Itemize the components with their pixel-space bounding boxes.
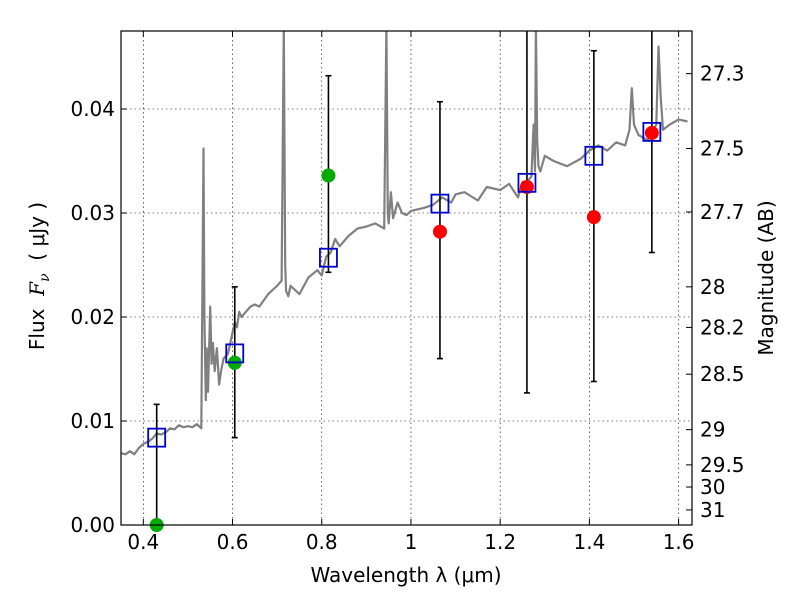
observed-point [432,224,447,239]
y2-tick-label: 27.7 [700,200,745,224]
model-point [584,145,604,166]
plot-area [121,31,692,525]
y2-tick-label: 27.3 [700,62,745,86]
y2-tick-label: 30 [700,475,725,499]
x-tick-label: 0.4 [127,530,159,554]
plot-frame [120,30,693,526]
y2-tick-label: 28.5 [700,362,745,386]
data-layer [121,31,688,456]
ticks: 0.4 0.6 0.8 1 1.2 1.4 1.6 0.00 0.01 0.02 0.03 0.04 2… [70,31,745,554]
spectrum-line [121,31,688,456]
y2-tick-label: 28 [700,275,725,299]
y-tick-label: 0.00 [70,513,115,537]
y2-tick-label: 27.5 [700,137,745,161]
markers-layer [147,31,662,532]
x-tick-label: 1.6 [663,530,695,554]
y-tick-label: 0.02 [70,305,115,329]
y-tick-label: 0.01 [70,409,115,433]
x-tick-label: 1 [405,530,418,554]
x-tick-label: 0.6 [217,530,249,554]
y-axis-label: Flux Fν ( μJy ) [25,202,53,350]
x-tick-label: 0.8 [306,530,338,554]
model-point [147,427,167,448]
y2-tick-label: 29.5 [700,453,745,477]
y-axis-label-symbol: F [25,281,49,297]
observed-point [519,180,534,194]
y-axis-label-subscript: ν [37,273,53,282]
x-axis-label: Wavelength λ (μm) [310,563,501,587]
model-point [517,172,537,193]
x-tick-label: 1.4 [573,530,605,554]
y-tick-label: 0.04 [70,97,115,121]
x-tick-label: 1.2 [484,530,516,554]
observed-point [644,125,659,140]
y2-tick-label: 29 [700,418,725,442]
y2-tick-label: 28.2 [700,315,745,339]
observed-point [321,168,336,183]
y-tick-label: 0.03 [70,201,115,225]
y2-axis-label: Magnitude (AB) [754,200,778,355]
y-axis-label-prefix: Flux [25,296,49,350]
y-axis-label-unit: ( μJy ) [25,202,49,274]
model-point [225,343,245,364]
observed-point [586,210,601,225]
model-point [642,121,662,142]
model-point [319,247,338,268]
y2-tick-label: 31 [700,498,725,522]
model-point [430,193,450,214]
